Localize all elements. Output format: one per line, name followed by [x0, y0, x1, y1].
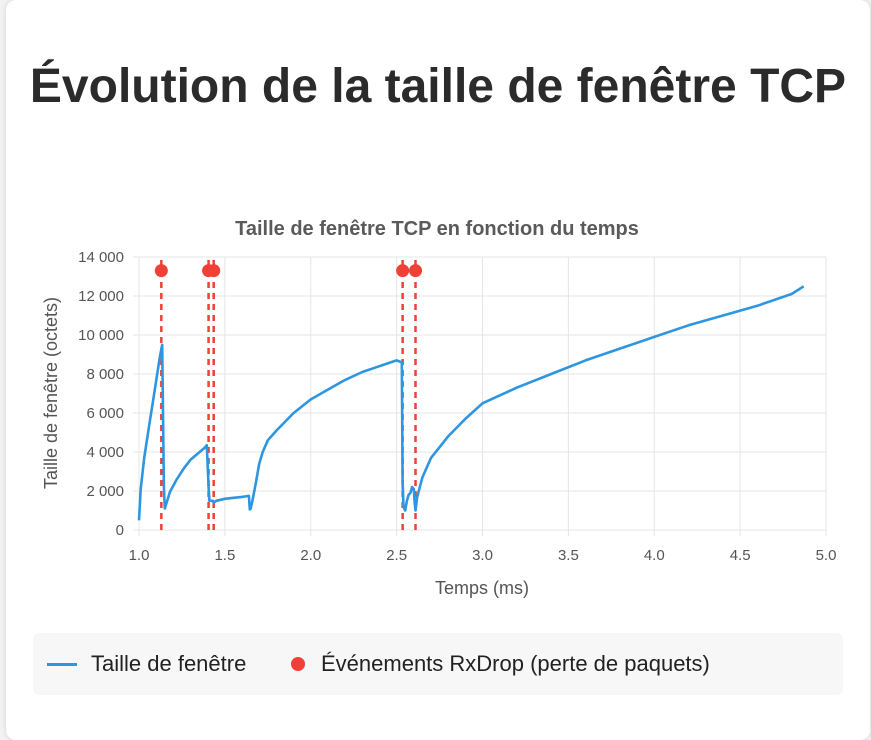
y-tick-label: 2 000: [86, 483, 124, 500]
legend-line-swatch: [47, 662, 77, 666]
y-tick-label: 0: [116, 522, 124, 539]
x-tick-label: 3.5: [558, 547, 579, 564]
x-tick-label: 1.0: [129, 547, 150, 564]
y-tick-label: 14 000: [78, 249, 124, 266]
x-tick-label: 2.0: [300, 547, 321, 564]
rxdrop-marker: [154, 264, 168, 278]
page-title: Évolution de la taille de fenêtre TCP: [29, 60, 847, 113]
legend-item-window-size[interactable]: Taille de fenêtre: [47, 651, 246, 677]
grid-lines: [133, 256, 827, 536]
rxdrop-markers: [154, 264, 423, 278]
x-tick-label: 4.0: [644, 547, 665, 564]
x-tick-label: 3.0: [472, 547, 493, 564]
y-tick-label: 4 000: [86, 444, 124, 461]
x-tick-label: 1.5: [214, 547, 235, 564]
rxdrop-marker: [207, 264, 221, 278]
legend-dot-swatch: [291, 657, 305, 671]
y-tick-label: 6 000: [86, 405, 124, 422]
chart-svg: Taille de fenêtre TCP en fonction du tem…: [41, 218, 836, 598]
legend-label-rxdrop: Événements RxDrop (perte de paquets): [321, 651, 710, 676]
x-tick-label: 2.5: [386, 547, 407, 564]
chart-card: [6, 0, 870, 740]
rxdrop-marker: [396, 264, 410, 278]
y-tick-label: 12 000: [78, 288, 124, 305]
y-tick-label: 8 000: [86, 366, 124, 383]
legend-item-rxdrop[interactable]: Événements RxDrop (perte de paquets): [291, 651, 710, 677]
series-line-window-size: [137, 285, 805, 521]
legend-label-window-size: Taille de fenêtre: [91, 651, 247, 676]
x-tick-label: 4.5: [730, 547, 751, 564]
rxdrop-marker: [409, 264, 423, 278]
rxdrop-events: [160, 260, 417, 530]
y-tick-label: 10 000: [78, 327, 124, 344]
chart-title: Taille de fenêtre TCP en fonction du tem…: [235, 218, 639, 240]
axis-ticks: 1.0 1.5 2.0 2.5 3.0 3.5 4.0 4.5 5.0 0 2 000 4 000 6 …: [78, 249, 836, 564]
x-axis-label: Temps (ms): [435, 578, 529, 598]
x-tick-label: 5.0: [816, 547, 837, 564]
y-axis-label: Taille de fenêtre (octets): [41, 297, 61, 489]
legend: Taille de fenêtre Événements RxDrop (per…: [33, 633, 843, 695]
